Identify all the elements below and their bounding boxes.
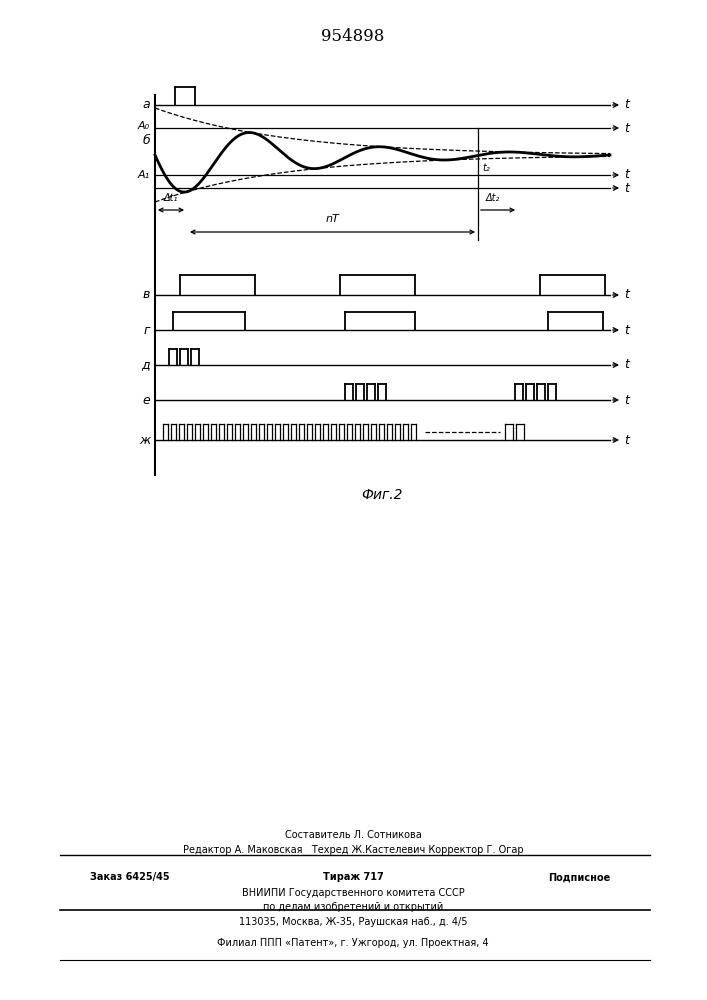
Text: А₁: А₁	[138, 170, 150, 180]
Text: б: б	[142, 133, 150, 146]
Text: а: а	[142, 99, 150, 111]
Text: е: е	[142, 393, 150, 406]
Text: t: t	[624, 434, 629, 446]
Text: д: д	[141, 359, 150, 371]
Text: Филиал ППП «Патент», г. Ужгород, ул. Проектная, 4: Филиал ППП «Патент», г. Ужгород, ул. Про…	[217, 938, 489, 948]
Text: Тираж 717: Тираж 717	[322, 872, 383, 882]
Text: Фиг.2: Фиг.2	[362, 488, 403, 502]
Text: Составитель Л. Сотникова: Составитель Л. Сотникова	[285, 830, 421, 840]
Text: Δt₁: Δt₁	[164, 193, 178, 203]
Text: ВНИИПИ Государственного комитета СССР: ВНИИПИ Государственного комитета СССР	[242, 888, 464, 898]
Text: г: г	[144, 324, 150, 336]
Text: по делам изобретений и открытий: по делам изобретений и открытий	[263, 902, 443, 912]
Text: Редактор А. Маковская   Техред Ж.Кастелевич Корректор Г. Огар: Редактор А. Маковская Техред Ж.Кастелеви…	[182, 845, 523, 855]
Text: Подписное: Подписное	[548, 872, 610, 882]
Text: t: t	[624, 168, 629, 182]
Text: в: в	[143, 288, 150, 302]
Text: Δt₂: Δt₂	[486, 193, 501, 203]
Text: Заказ 6425/45: Заказ 6425/45	[90, 872, 170, 882]
Text: t: t	[624, 324, 629, 336]
Text: ж: ж	[139, 434, 150, 446]
Text: 954898: 954898	[321, 28, 385, 45]
Text: t: t	[624, 359, 629, 371]
Text: t: t	[624, 121, 629, 134]
Text: t: t	[624, 182, 629, 194]
Text: А₀: А₀	[138, 121, 150, 131]
Text: t: t	[624, 393, 629, 406]
Text: 113035, Москва, Ж-35, Раушская наб., д. 4/5: 113035, Москва, Ж-35, Раушская наб., д. …	[239, 917, 467, 927]
Text: nТ: nТ	[326, 214, 339, 224]
Text: t: t	[624, 99, 629, 111]
Text: t: t	[624, 288, 629, 302]
Text: t₂: t₂	[482, 163, 490, 173]
